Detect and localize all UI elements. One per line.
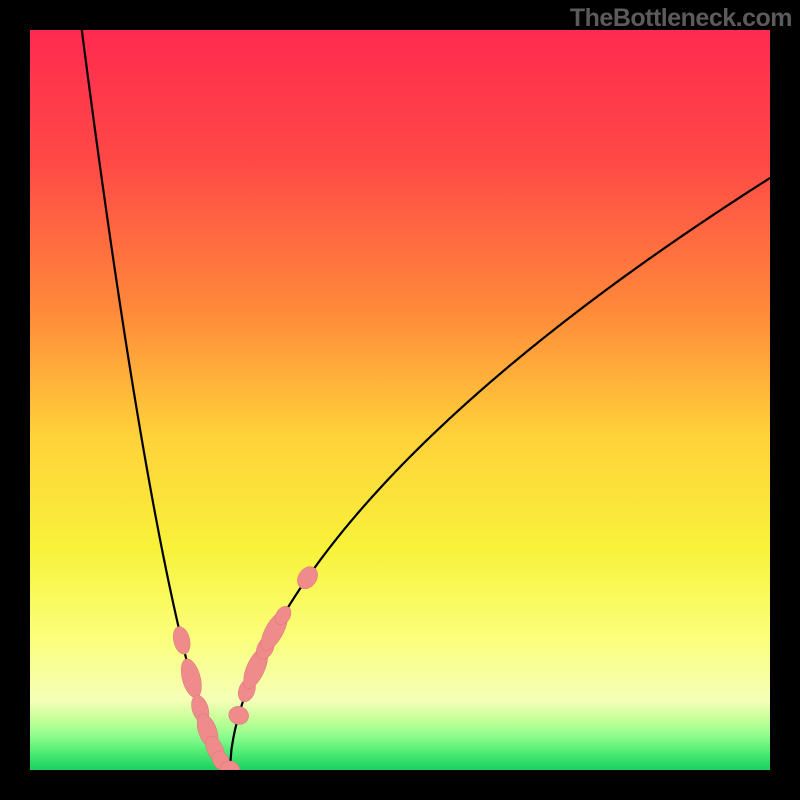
watermark-text: TheBottleneck.com — [570, 4, 792, 33]
bottleneck-chart — [0, 0, 800, 800]
chart-canvas: TheBottleneck.com — [0, 0, 800, 800]
